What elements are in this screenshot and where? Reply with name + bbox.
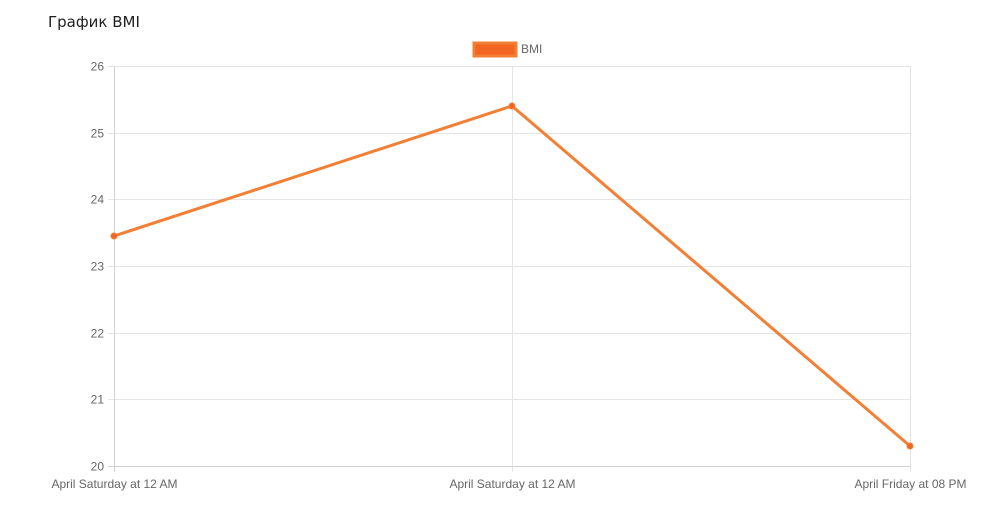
data-point[interactable] bbox=[110, 232, 118, 240]
y-tick-label: 24 bbox=[91, 193, 105, 207]
legend-swatch-bmi[interactable] bbox=[472, 41, 518, 58]
page-title: График BMI bbox=[48, 13, 140, 31]
legend-label-bmi[interactable]: BMI bbox=[521, 42, 542, 56]
y-tick-label: 20 bbox=[91, 460, 105, 474]
series-layer bbox=[110, 102, 914, 450]
data-point[interactable] bbox=[508, 102, 516, 110]
y-axis-ticks: 20 21 22 23 24 25 26 bbox=[91, 60, 105, 474]
x-tick-label: April Saturday at 12 AM bbox=[51, 477, 177, 491]
data-point[interactable] bbox=[906, 442, 914, 450]
grid-lines bbox=[108, 66, 911, 472]
y-tick-label: 22 bbox=[91, 327, 105, 341]
axes bbox=[108, 66, 911, 472]
legend[interactable]: BMI bbox=[472, 41, 542, 58]
y-tick-label: 23 bbox=[91, 260, 105, 274]
x-axis-ticks: April Saturday at 12 AM April Saturday at… bbox=[51, 477, 966, 491]
y-tick-label: 25 bbox=[91, 127, 105, 141]
x-tick-label: April Friday at 08 PM bbox=[854, 477, 966, 491]
y-tick-label: 21 bbox=[91, 393, 105, 407]
y-tick-label: 26 bbox=[91, 60, 105, 74]
x-tick-label: April Saturday at 12 AM bbox=[449, 477, 575, 491]
